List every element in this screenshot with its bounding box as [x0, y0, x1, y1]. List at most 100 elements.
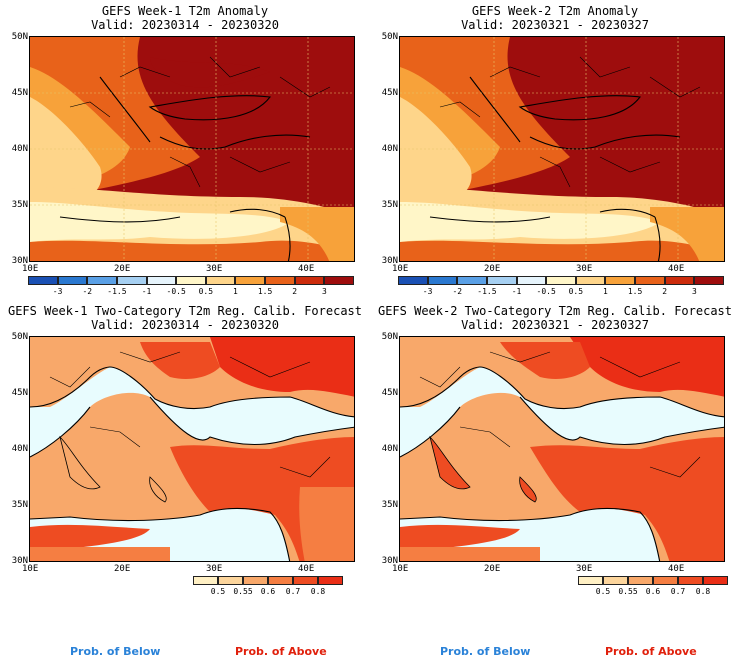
- lon-label-30e: 30E: [576, 264, 593, 274]
- probability-map-graphic: [30, 337, 354, 561]
- colorbar-tick-label: 0.7: [670, 587, 686, 596]
- colorbar-tick-label: -3: [52, 287, 63, 296]
- lat-label-40n: 40N: [381, 144, 398, 154]
- lon-label-10e: 10E: [22, 264, 39, 274]
- colorbar-swatch: [628, 576, 653, 585]
- panel-week1-anomaly: GEFS Week-1 T2m Anomaly Valid: 20230314 …: [0, 0, 370, 300]
- colorbar-swatch: [28, 276, 58, 285]
- lat-label-40n: 40N: [11, 144, 28, 154]
- colorbar-tick-label: -1.5: [107, 287, 127, 296]
- lat-label-50n: 50N: [381, 332, 398, 342]
- colorbar-tick-label: 0.8: [310, 587, 326, 596]
- lat-label-45n: 45N: [381, 388, 398, 398]
- probability-colorbar: 0.5 0.55 0.6 0.7 0.8: [578, 576, 728, 600]
- colorbar-swatch: [516, 276, 547, 285]
- colorbar-swatch: [116, 276, 147, 285]
- lon-label-10e: 10E: [392, 564, 409, 574]
- colorbar-swatch: [575, 276, 606, 285]
- anomaly-map-graphic: [30, 37, 354, 261]
- lat-label-35n: 35N: [11, 200, 28, 210]
- colorbar-tick-label: 2: [662, 287, 668, 296]
- colorbar-swatch: [603, 576, 628, 585]
- colorbar-swatch: [427, 276, 458, 285]
- colorbar-swatch: [293, 576, 318, 585]
- lon-label-40e: 40E: [298, 264, 315, 274]
- colorbar-swatch: [398, 276, 428, 285]
- anomaly-map: [399, 36, 725, 262]
- lon-label-20e: 20E: [114, 564, 131, 574]
- panel-subtitle: Valid: 20230321 - 20230327: [461, 318, 649, 332]
- lat-label-50n: 50N: [381, 32, 398, 42]
- lat-label-30n: 30N: [381, 556, 398, 566]
- colorbar-swatch: [546, 276, 576, 285]
- lon-label-20e: 20E: [484, 264, 501, 274]
- colorbar-tick-label: -0.5: [536, 287, 556, 296]
- panel-week2-probability: GEFS Week-2 Two-Category T2m Reg. Calib.…: [370, 300, 740, 658]
- colorbar-swatch: [678, 576, 703, 585]
- colorbar-tick-label: 0.5: [210, 587, 226, 596]
- lat-label-50n: 50N: [11, 332, 28, 342]
- lat-label-40n: 40N: [381, 444, 398, 454]
- lon-label-10e: 10E: [22, 564, 39, 574]
- lat-label-45n: 45N: [11, 88, 28, 98]
- colorbar-tick-label: 0.5: [198, 287, 214, 296]
- colorbar-swatch: [294, 276, 325, 285]
- lon-label-10e: 10E: [392, 264, 409, 274]
- colorbar-tick-label: 1.5: [257, 287, 273, 296]
- colorbar-swatch: [146, 276, 177, 285]
- colorbar-swatch: [218, 576, 243, 585]
- colorbar-tick-label: 0.6: [260, 587, 276, 596]
- lat-label-30n: 30N: [11, 256, 28, 266]
- colorbar-swatch: [578, 576, 603, 585]
- prob-above-label: Prob. of Above: [235, 645, 327, 658]
- anomaly-map-graphic: [400, 37, 724, 261]
- colorbar-swatch: [653, 576, 678, 585]
- lat-label-35n: 35N: [381, 200, 398, 210]
- lon-label-40e: 40E: [668, 564, 685, 574]
- lat-label-30n: 30N: [11, 556, 28, 566]
- colorbar-swatch: [176, 276, 206, 285]
- lon-label-30e: 30E: [206, 264, 223, 274]
- prob-above-label: Prob. of Above: [605, 645, 697, 658]
- panel-subtitle: Valid: 20230321 - 20230327: [461, 18, 649, 32]
- panel-week2-anomaly: GEFS Week-2 T2m Anomaly Valid: 20230321 …: [370, 0, 740, 300]
- colorbar-swatch: [457, 276, 487, 285]
- colorbar-tick-label: -1: [141, 287, 152, 296]
- probability-map: [399, 336, 725, 562]
- colorbar-swatch: [193, 576, 218, 585]
- colorbar-swatch: [324, 276, 354, 285]
- prob-below-label: Prob. of Below: [70, 645, 161, 658]
- colorbar-tick-label: -2: [82, 287, 93, 296]
- colorbar-tick-label: 0.55: [233, 587, 253, 596]
- colorbar-swatch: [57, 276, 88, 285]
- colorbar-tick-label: -2: [452, 287, 463, 296]
- anomaly-colorbar: -3 -2 -1.5 -1 -0.5 0.5 1 1.5 2 3: [28, 276, 354, 300]
- colorbar-tick-label: 0.6: [645, 587, 661, 596]
- colorbar-tick-label: 0.8: [695, 587, 711, 596]
- anomaly-colorbar: -3 -2 -1.5 -1 -0.5 0.5 1 1.5 2 3: [398, 276, 724, 300]
- lon-label-20e: 20E: [484, 564, 501, 574]
- lat-label-35n: 35N: [11, 500, 28, 510]
- lat-label-45n: 45N: [381, 88, 398, 98]
- colorbar-tick-label: 3: [691, 287, 697, 296]
- probability-map: [29, 336, 355, 562]
- lon-label-30e: 30E: [576, 564, 593, 574]
- colorbar-tick-label: 0.7: [285, 587, 301, 596]
- colorbar-swatch: [486, 276, 517, 285]
- colorbar-tick-label: 0.5: [568, 287, 584, 296]
- panel-subtitle: Valid: 20230314 - 20230320: [91, 18, 279, 32]
- colorbar-tick-label: 0.5: [595, 587, 611, 596]
- lon-label-20e: 20E: [114, 264, 131, 274]
- lat-label-40n: 40N: [11, 444, 28, 454]
- lat-label-35n: 35N: [381, 500, 398, 510]
- prob-below-label: Prob. of Below: [440, 645, 531, 658]
- panel-week1-probability: GEFS Week-1 Two-Category T2m Reg. Calib.…: [0, 300, 370, 658]
- anomaly-map: [29, 36, 355, 262]
- colorbar-tick-label: 3: [321, 287, 327, 296]
- colorbar-tick-label: 1.5: [627, 287, 643, 296]
- probability-colorbar: 0.5 0.55 0.6 0.7 0.8: [193, 576, 343, 600]
- probability-map-graphic: [400, 337, 724, 561]
- colorbar-swatch: [205, 276, 236, 285]
- panel-title: GEFS Week-1 T2m Anomaly: [101, 4, 269, 18]
- panel-title: GEFS Week-2 T2m Anomaly: [471, 4, 639, 18]
